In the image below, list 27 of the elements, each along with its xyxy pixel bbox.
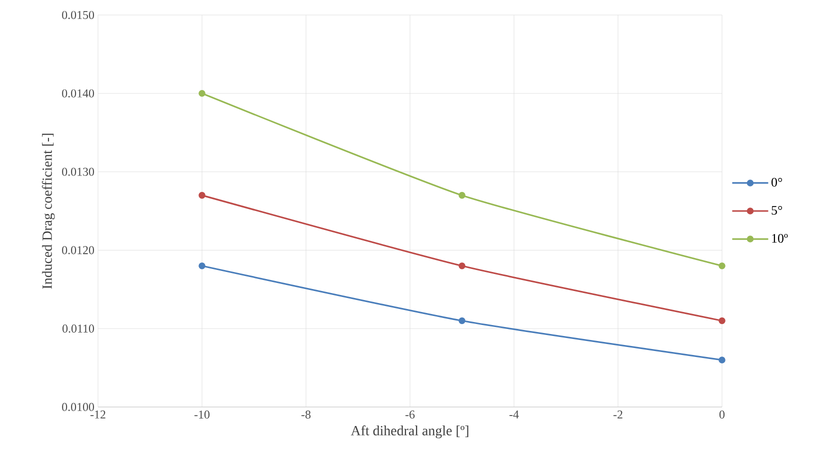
y-axis-title: Induced Drag coefficient [-] [42, 134, 55, 289]
legend-label: 5° [772, 206, 782, 215]
x-tick-label: -2 [613, 410, 622, 418]
y-tick-label: 0.0150 [62, 10, 94, 20]
x-tick-label: -10 [194, 410, 210, 419]
x-axis-title: Aft dihedral angle [º] [350, 425, 468, 438]
x-tick-label: 0 [719, 410, 725, 419]
legend-label: 10º [772, 234, 788, 243]
point [198, 192, 206, 199]
point [718, 262, 726, 270]
point [458, 262, 466, 270]
point [458, 192, 466, 199]
x-tick-label: -4 [509, 410, 519, 418]
y-tick-label: 0.0110 [62, 324, 94, 333]
x-tick-label: -12 [90, 410, 106, 418]
y-tick-label: 0.0100 [62, 402, 94, 412]
x-tick-label: -8 [301, 410, 311, 419]
x-tick-label: -6 [405, 410, 415, 419]
y-tick-label: 0.0130 [62, 168, 94, 176]
legend-label: 0° [772, 178, 782, 187]
y-tick-label: 0.0120 [62, 246, 94, 254]
point [198, 262, 206, 270]
point [718, 317, 726, 324]
point [198, 90, 206, 97]
point [458, 317, 466, 324]
point [718, 356, 726, 364]
y-tick-label: 0.0140 [62, 89, 94, 98]
